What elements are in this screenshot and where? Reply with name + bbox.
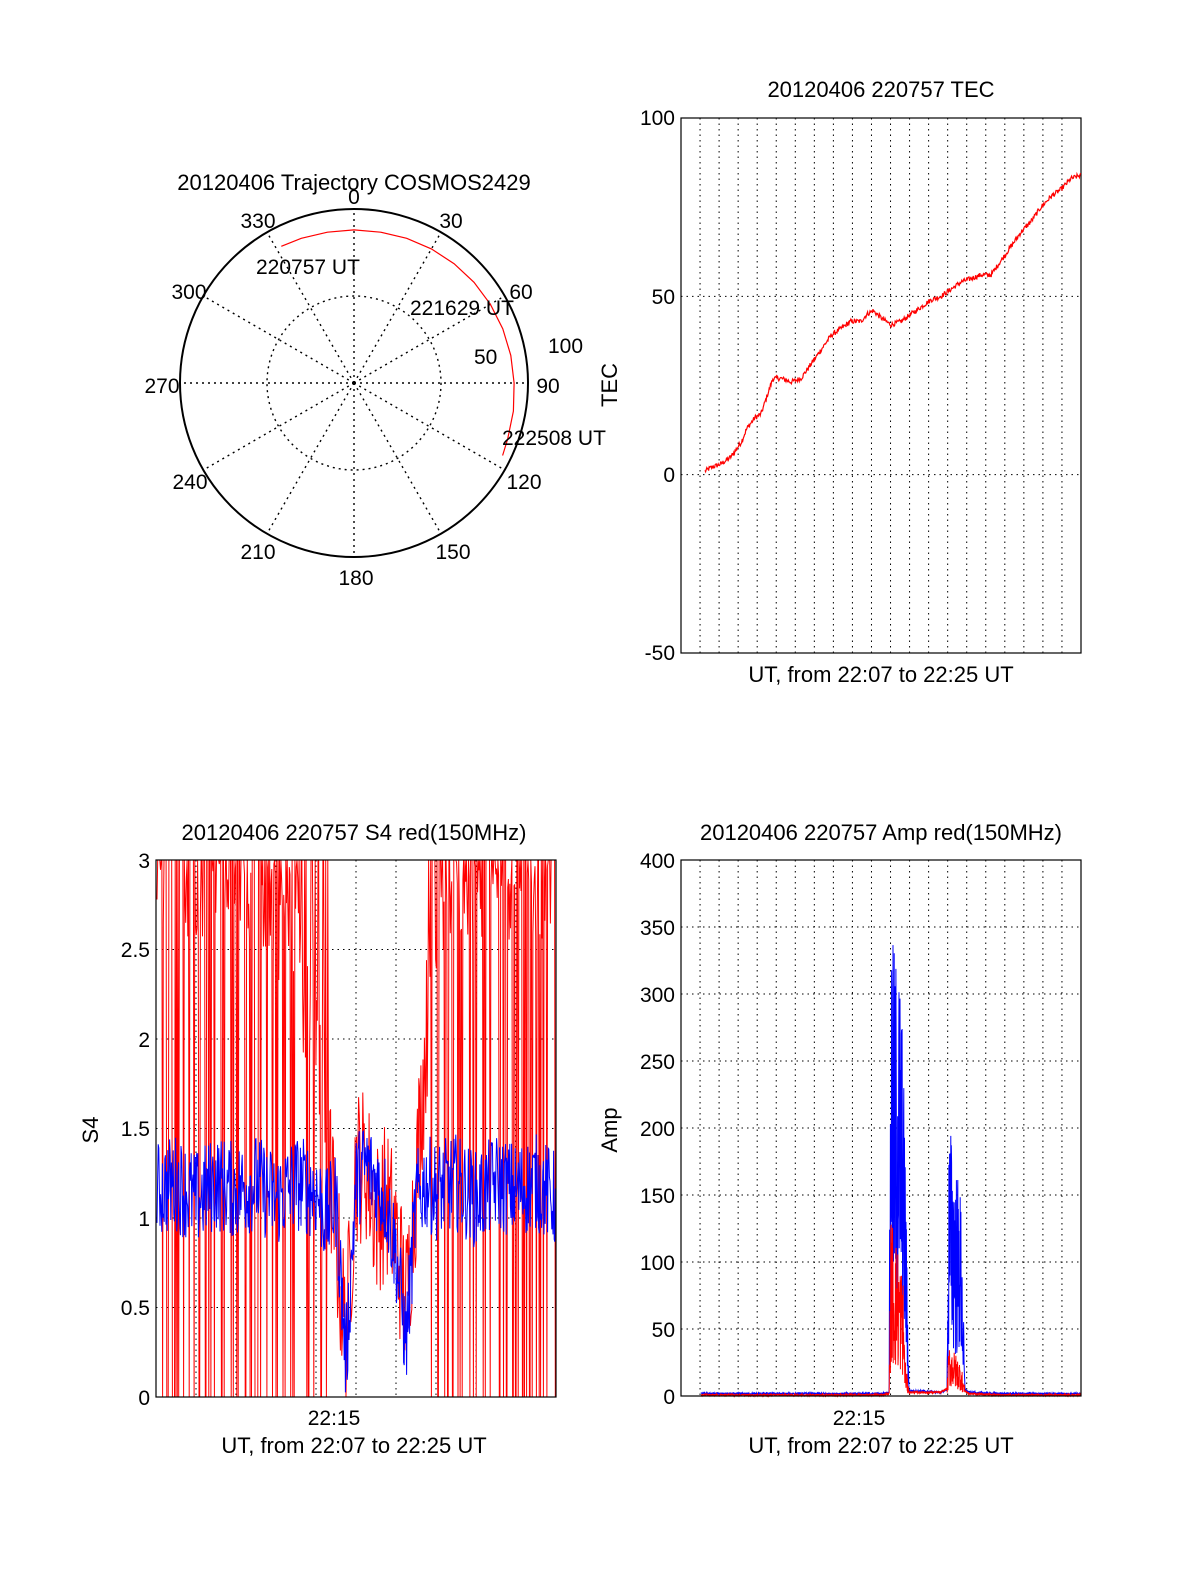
polar-spoke-60 [353,295,506,384]
s4-xtick-2215: 22:15 [308,1407,361,1430]
s4-title: 20120406 220757 S4 red(150MHz) [182,820,527,845]
polar-spoke-30 [353,231,442,384]
amp-ytick-100: 100 [640,1252,675,1275]
tec-ytick-50: 50 [652,286,675,309]
polar-spoke-240 [202,382,355,471]
s4-ytick-2-5: 2.5 [121,939,150,962]
s4-grid [156,860,556,1397]
s4-ytick-3: 3 [138,850,150,873]
polar-grid [180,209,528,557]
tec-xlabel: UT, from 22:07 to 22:25 UT [748,662,1013,687]
polar-azimuth-label-150: 150 [435,541,470,564]
s4-ytick-0: 0 [138,1387,150,1410]
polar-spoke-300 [202,295,355,384]
s4-chart: 20120406 220757 S4 red(150MHz) 3 2.5 2 1… [78,820,557,1458]
s4-ytick-1-5: 1.5 [121,1118,150,1141]
s4-ytick-0-5: 0.5 [121,1297,150,1320]
polar-azimuth-label-120: 120 [506,471,541,494]
tec-chart: 20120406 220757 TEC 100 50 0 -50 TEC UT,… [597,77,1082,687]
polar-spoke-210 [266,382,355,535]
tec-ytick-0: 0 [663,464,675,487]
amp-ytick-50: 50 [652,1319,675,1342]
tec-grid [681,118,1081,653]
amp-xlabel: UT, from 22:07 to 22:25 UT [748,1433,1013,1458]
polar-azimuth-label-30: 30 [439,210,462,233]
amp-ytick-0: 0 [663,1386,675,1409]
tec-line [704,171,1082,474]
amp-ylabel: Amp [597,1107,622,1152]
s4-xlabel: UT, from 22:07 to 22:25 UT [221,1433,486,1458]
polar-ring-label-100: 100 [548,335,583,358]
polar-annotation-end: 222508 UT [502,427,606,450]
polar-outer-circle [179,208,529,558]
polar-azimuth-label-270: 270 [144,375,179,398]
polar-ring-label-50: 50 [474,346,497,369]
tec-ylabel: TEC [597,363,622,407]
amp-plot-frame [680,859,1082,1397]
tec-title: 20120406 220757 TEC [767,77,994,102]
polar-azimuth-label-90: 90 [536,375,559,398]
amp-ytick-300: 300 [640,984,675,1007]
polar-azimuth-label-0: 0 [348,186,360,209]
amp-red-line [700,1224,1082,1398]
s4-ylabel: S4 [78,1117,103,1144]
amp-ytick-400: 400 [640,850,675,873]
polar-annotation-start: 220757 UT [256,256,360,279]
s4-ytick-1: 1 [138,1208,150,1231]
polar-azimuth-label-180: 180 [338,567,373,590]
polar-azimuth-label-60: 60 [509,281,532,304]
amp-ytick-250: 250 [640,1051,675,1074]
tec-series [704,171,1082,474]
amp-ytick-350: 350 [640,917,675,940]
tec-ytick-minus50: -50 [645,642,675,665]
amp-title: 20120406 220757 Amp red(150MHz) [700,820,1062,845]
s4-blue-line [156,1130,556,1393]
polar-azimuth-label-300: 300 [171,281,206,304]
polar-trajectory-series [281,229,515,456]
amp-chart: 20120406 220757 Amp red(150MHz) 400 350 … [597,820,1082,1458]
polar-azimuth-label-330: 330 [240,210,275,233]
polar-azimuth-label-240: 240 [172,471,207,494]
tec-ytick-100: 100 [640,107,675,130]
amp-ytick-150: 150 [640,1185,675,1208]
polar-spoke-330 [266,231,355,384]
polar-trajectory-chart: 20120406 Trajectory COSMOS2429 0 30 60 90 12… [144,170,606,590]
amp-ytick-200: 200 [640,1118,675,1141]
polar-title: 20120406 Trajectory COSMOS2429 [177,170,530,195]
polar-azimuth-labels: 0 30 60 90 120 150 180 210 240 270 300 330 [144,186,559,590]
amp-xtick-2215: 22:15 [833,1407,886,1430]
tec-plot-frame [680,117,1082,654]
s4-plot-frame [155,859,557,1398]
polar-azimuth-label-210: 210 [240,541,275,564]
polar-annotation-mid: 221629 UT [410,297,514,320]
amp-grid [681,860,1081,1396]
polar-spoke-150 [353,382,442,535]
polar-spoke-120 [353,382,506,471]
amp-series [700,945,1082,1398]
s4-ytick-2: 2 [138,1029,150,1052]
polar-ring-50 [266,295,442,471]
polar-trajectory-line [281,229,515,456]
